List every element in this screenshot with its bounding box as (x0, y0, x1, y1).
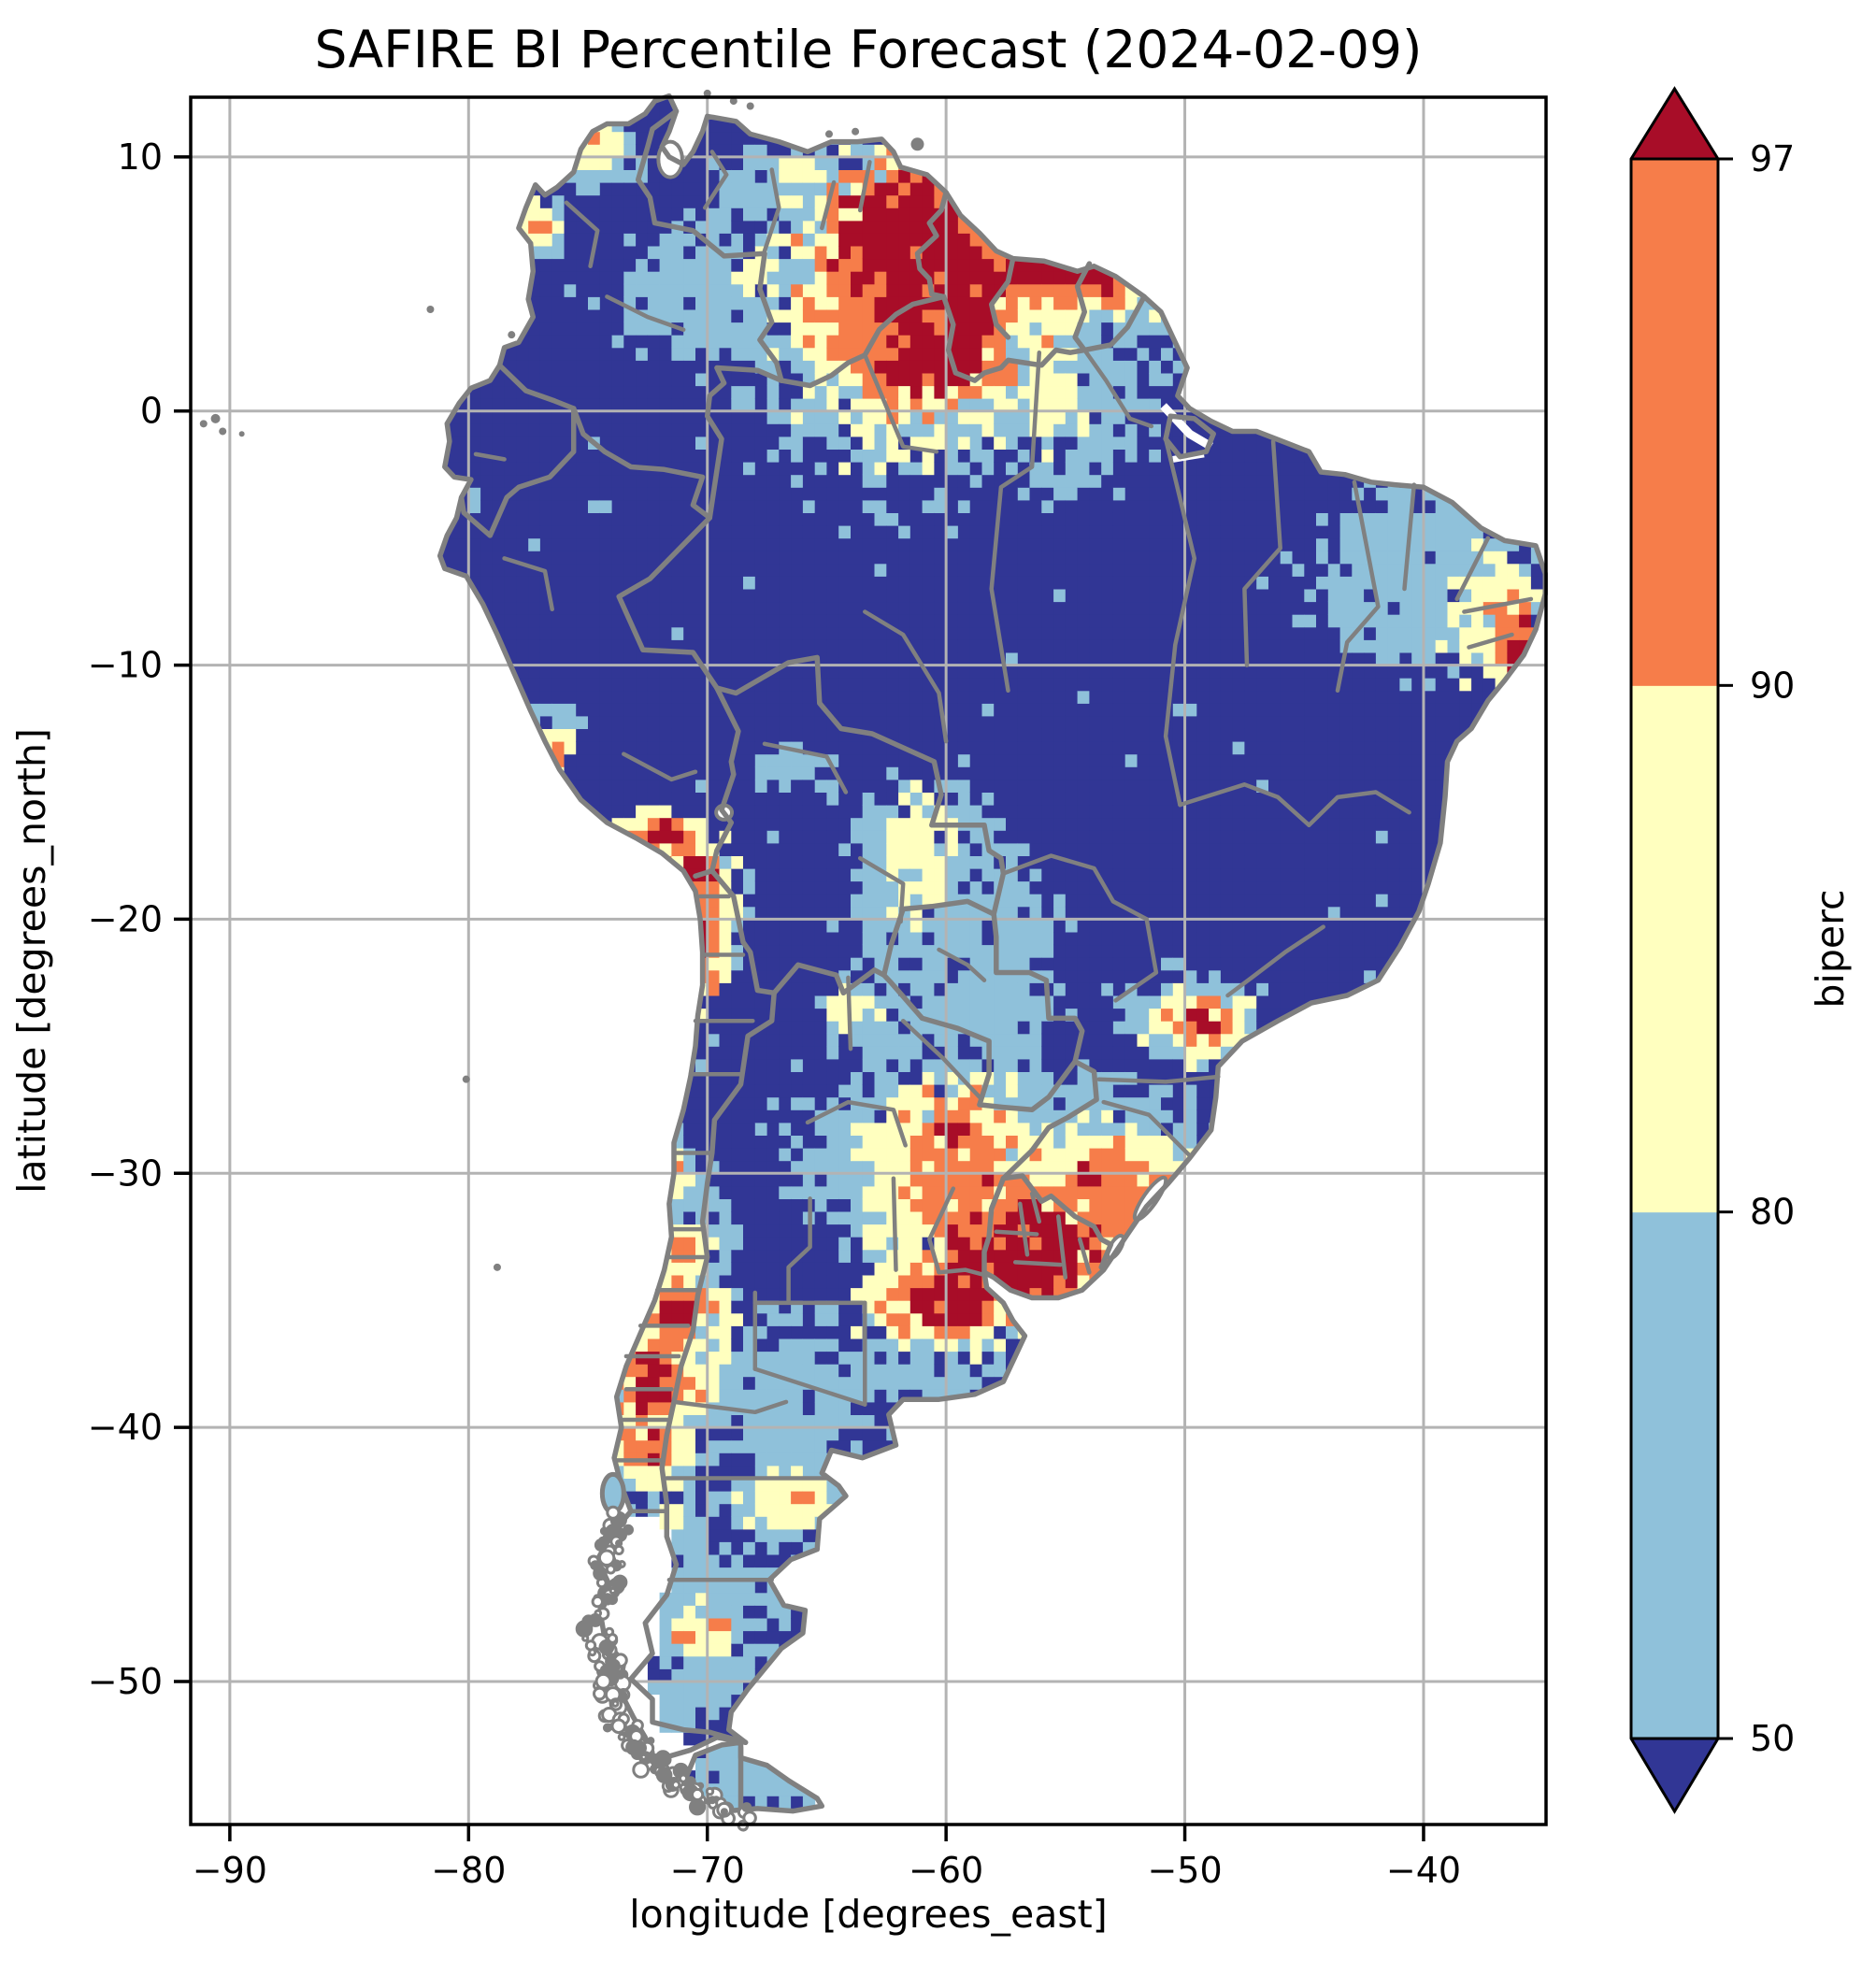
colorbar-segment (1631, 685, 1718, 1212)
y-tick-label: 0 (140, 391, 163, 432)
x-tick-label: −70 (670, 1850, 745, 1891)
colorbar-tick-label: 97 (1750, 138, 1795, 179)
x-axis-label: longitude [degrees_east] (629, 1892, 1108, 1937)
x-tick-label: −90 (193, 1850, 267, 1891)
y-tick-label: −10 (88, 645, 163, 686)
colorbar-tick-label: 90 (1750, 665, 1795, 706)
x-tick-label: −80 (431, 1850, 506, 1891)
x-tick-label: −40 (1386, 1850, 1461, 1891)
y-tick-label: −40 (88, 1407, 163, 1448)
colorbar-tick-label: 80 (1750, 1192, 1795, 1233)
y-tick-label: −30 (88, 1152, 163, 1194)
colorbar-segment (1631, 159, 1718, 686)
y-tick-label: 10 (118, 136, 163, 178)
y-tick-label: −20 (88, 898, 163, 939)
x-tick-label: −60 (909, 1850, 983, 1891)
plot-title: SAFIRE BI Percentile Forecast (2024-02-0… (315, 20, 1423, 79)
x-tick-label: −50 (1147, 1850, 1222, 1891)
y-axis-label: latitude [degrees_north] (9, 728, 54, 1194)
colorbar-label: biperc (1808, 889, 1853, 1008)
y-tick-label: −50 (88, 1661, 163, 1702)
colorbar-segment (1631, 1212, 1718, 1739)
colorbar-tick-label: 50 (1750, 1718, 1795, 1759)
